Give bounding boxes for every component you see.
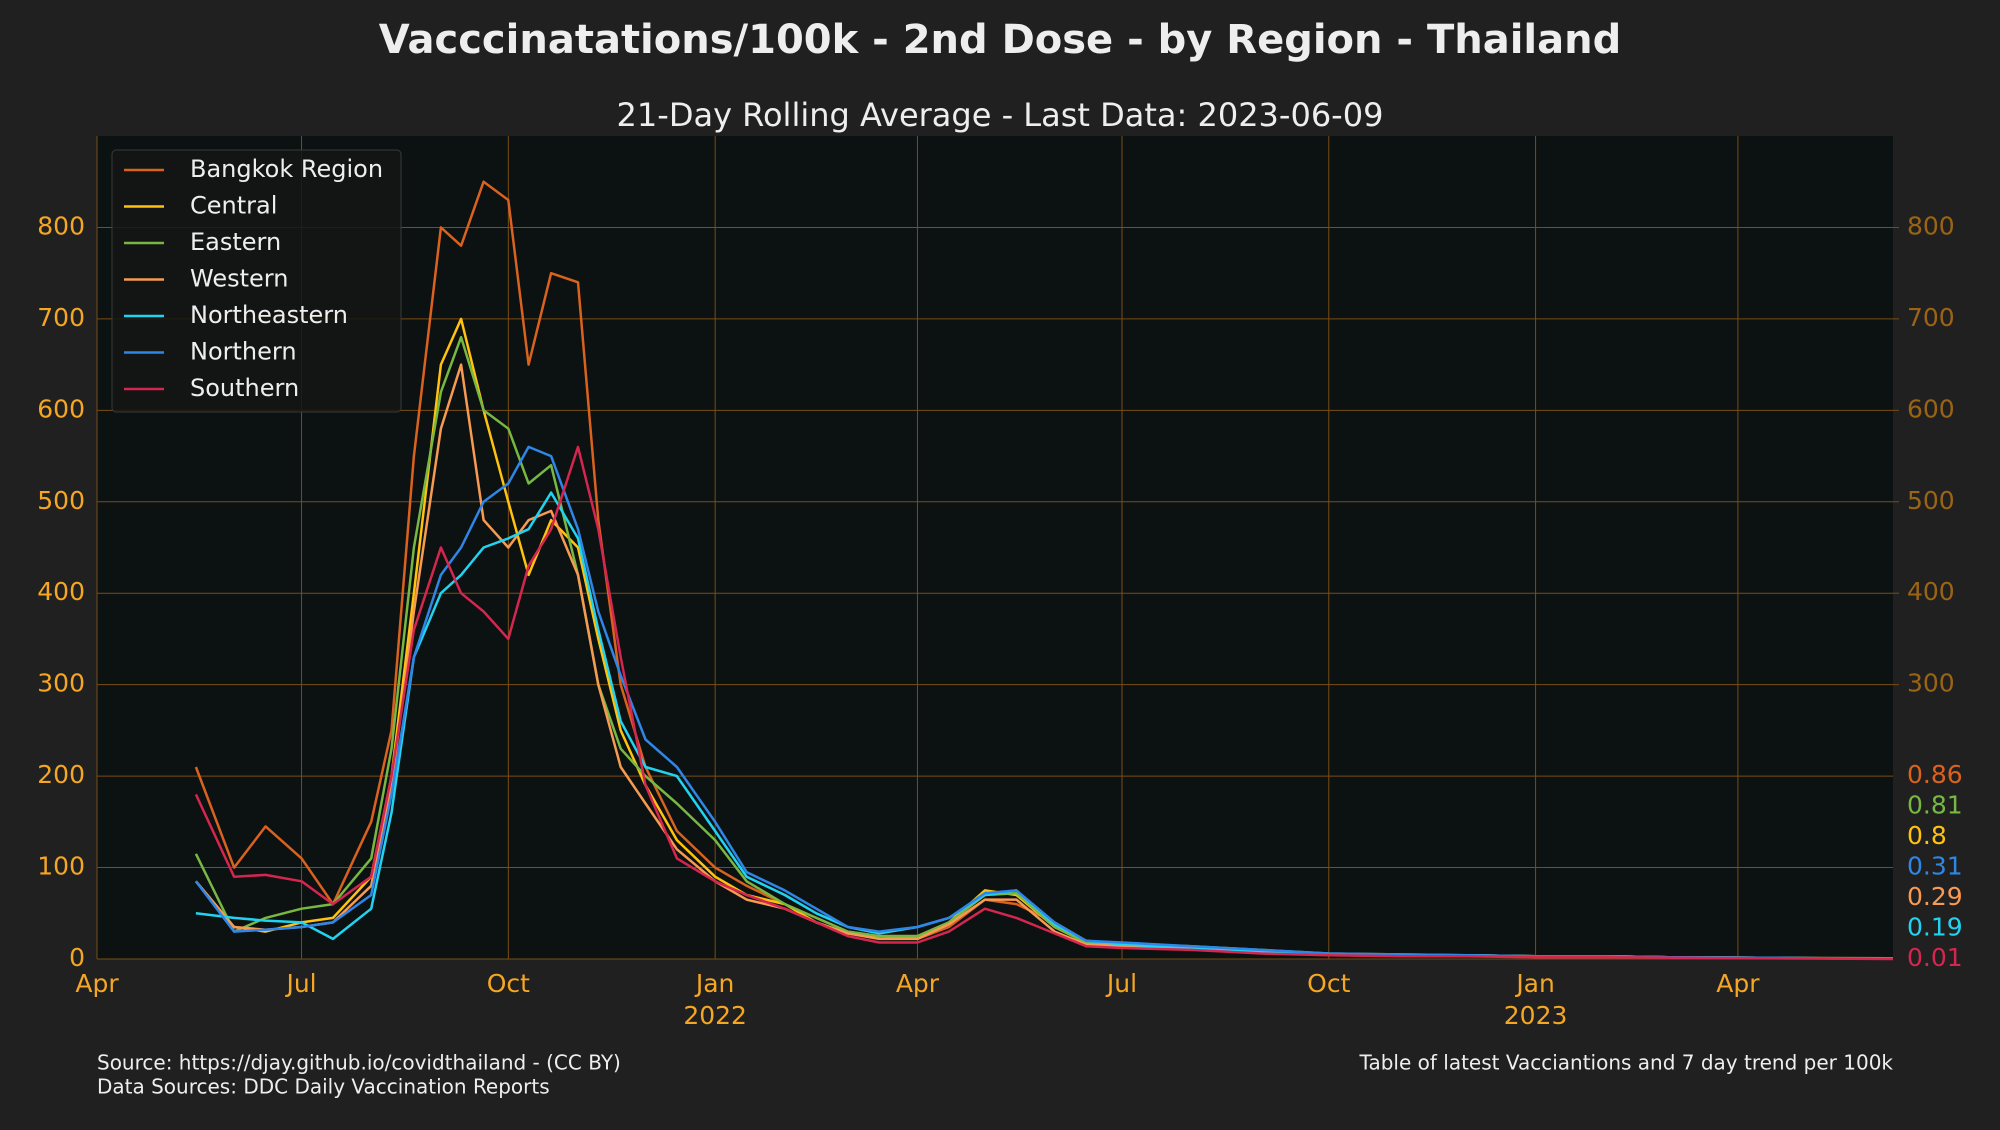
series-line bbox=[194, 445, 1894, 960]
x-tick-year: 2023 bbox=[1504, 1001, 1568, 1030]
y2-tick-label: 300 bbox=[1907, 669, 1955, 698]
y2-tick-label: 700 bbox=[1907, 303, 1955, 332]
x-tick-label: Apr bbox=[75, 969, 119, 998]
x-tick-label: Apr bbox=[1716, 969, 1760, 998]
y-tick-label: 800 bbox=[37, 211, 85, 240]
y-tick-label: 600 bbox=[37, 394, 85, 423]
x-tick-label: Apr bbox=[896, 969, 940, 998]
y-tick-label: 400 bbox=[37, 577, 85, 606]
latest-value-label: 0.19 bbox=[1907, 913, 1963, 942]
legend-label: Northeastern bbox=[190, 301, 348, 329]
y-tick-label: 100 bbox=[37, 852, 85, 881]
chart-subtitle: 21-Day Rolling Average - Last Data: 2023… bbox=[617, 96, 1384, 134]
legend-label: Western bbox=[190, 265, 288, 293]
x-tick-label: Oct bbox=[487, 969, 530, 998]
latest-value-label: 0.29 bbox=[1907, 882, 1963, 911]
data-sources-note: Data Sources: DDC Daily Vaccination Repo… bbox=[97, 1075, 550, 1099]
table-note: Table of latest Vacciantions and 7 day t… bbox=[1359, 1051, 1894, 1075]
legend-label: Eastern bbox=[190, 228, 281, 256]
y2-tick-label: 500 bbox=[1907, 486, 1955, 515]
x-tick-label: Jan bbox=[1514, 969, 1555, 998]
latest-value-label: 0.01 bbox=[1907, 943, 1963, 972]
chart-title: Vacccinatations/100k - 2nd Dose - by Reg… bbox=[379, 17, 1621, 63]
series-line bbox=[194, 445, 1894, 961]
y-tick-label: 0 bbox=[69, 943, 85, 972]
y-tick-label: 500 bbox=[37, 486, 85, 515]
legend-box bbox=[111, 149, 402, 413]
y2-tick-label: 400 bbox=[1907, 577, 1955, 606]
legend-label: Northern bbox=[190, 338, 297, 366]
latest-value-label: 0.81 bbox=[1907, 791, 1963, 820]
y-tick-label: 700 bbox=[37, 303, 85, 332]
y2-tick-label: 600 bbox=[1907, 394, 1955, 423]
x-tick-label: Jul bbox=[284, 969, 316, 998]
y-tick-label: 300 bbox=[37, 669, 85, 698]
latest-value-label: 0.31 bbox=[1907, 852, 1963, 881]
legend-label: Southern bbox=[190, 374, 299, 402]
x-tick-label: Jul bbox=[1105, 969, 1137, 998]
x-tick-label: Oct bbox=[1307, 969, 1350, 998]
y2-tick-label: 800 bbox=[1907, 211, 1955, 240]
latest-value-label: 0.8 bbox=[1907, 821, 1947, 850]
y-tick-label: 200 bbox=[37, 760, 85, 789]
legend-label: Bangkok Region bbox=[190, 155, 383, 183]
legend-label: Central bbox=[190, 192, 277, 220]
source-note: Source: https://djay.github.io/covidthai… bbox=[97, 1051, 621, 1075]
x-tick-year: 2022 bbox=[683, 1001, 747, 1030]
latest-value-label: 0.86 bbox=[1907, 760, 1963, 789]
x-tick-label: Jan bbox=[694, 969, 735, 998]
